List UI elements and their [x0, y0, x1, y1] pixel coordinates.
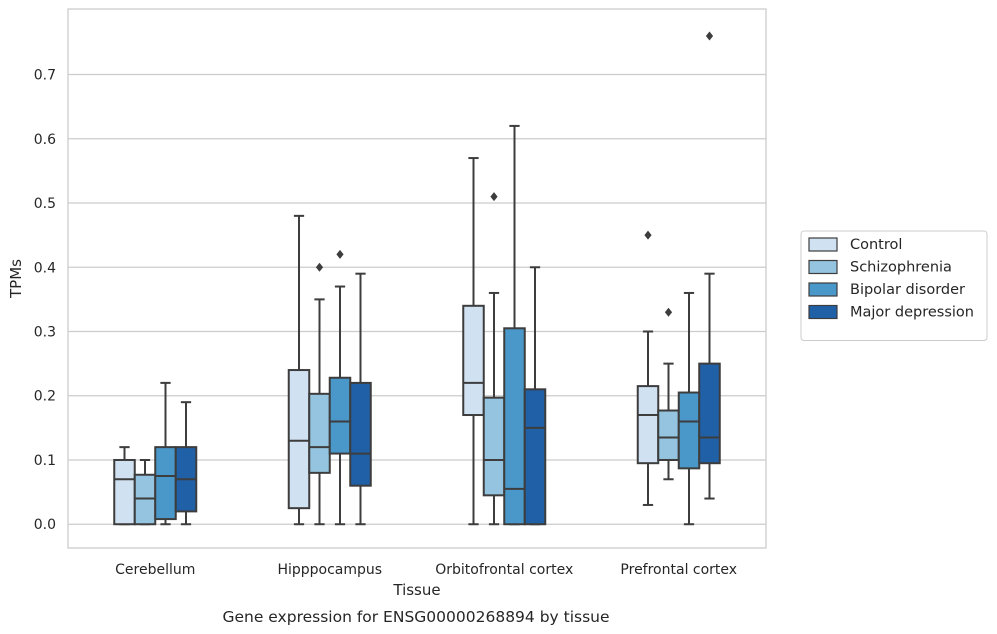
box — [636, 230, 660, 506]
x-tick-label: Prefrontal cortex — [620, 562, 737, 578]
x-tick-label: Cerebellum — [115, 562, 195, 578]
box — [503, 124, 526, 526]
box-body — [523, 388, 547, 526]
y-tick-label: 0.1 — [34, 453, 56, 469]
y-tick-labels: 0.0 0.1 0.2 0.3 0.4 0.5 0.6 0.7 — [34, 68, 56, 534]
outlier-point — [664, 307, 673, 317]
y-tick-label: 0.4 — [34, 260, 56, 276]
outlier-point — [336, 249, 344, 259]
box-body — [154, 446, 177, 521]
box — [349, 272, 372, 526]
box-body — [677, 391, 701, 470]
box-body — [287, 369, 311, 510]
y-tick-label: 0.0 — [34, 517, 56, 533]
box — [523, 266, 547, 526]
legend-label: Schizophrenia — [850, 260, 952, 276]
legend-swatch — [808, 282, 838, 297]
box-body — [503, 327, 526, 526]
y-tick-label: 0.2 — [34, 389, 56, 405]
box — [698, 31, 721, 500]
box-layer — [113, 31, 721, 526]
y-tick-label: 0.7 — [34, 68, 56, 84]
box-body — [482, 396, 506, 497]
legend-frame — [800, 230, 988, 341]
box-body — [349, 381, 372, 487]
box — [154, 381, 177, 526]
box-body — [328, 376, 352, 455]
box — [657, 307, 680, 481]
box — [328, 249, 352, 526]
box-body — [308, 392, 331, 474]
box — [462, 157, 485, 526]
y-tick-label: 0.5 — [34, 196, 56, 212]
box-body — [113, 458, 136, 526]
box — [174, 401, 198, 526]
box — [113, 446, 136, 526]
box — [287, 214, 311, 526]
y-tick-label: 0.3 — [34, 325, 56, 341]
legend-swatch — [808, 259, 838, 275]
figure-caption: Gene expression for ENSG00000268894 by t… — [222, 608, 609, 626]
y-axis-label: TPMs — [7, 259, 25, 299]
x-axis-label: Tissue — [392, 581, 440, 599]
legend-label: Control — [850, 237, 902, 253]
outlier-point — [315, 262, 324, 272]
outlier-point — [490, 192, 498, 202]
x-tick-label: Orbitofrontal cortex — [435, 562, 573, 578]
plot-frame — [67, 8, 767, 549]
x-tick-label: Hipppocampus — [277, 562, 382, 578]
legend-label: Major depression — [850, 305, 974, 321]
legend-swatch — [808, 304, 838, 320]
box — [677, 291, 701, 526]
box — [482, 192, 506, 526]
box — [308, 262, 331, 526]
box-body — [698, 362, 721, 465]
box-body — [657, 409, 680, 461]
box — [133, 458, 157, 526]
legend-swatch — [808, 237, 838, 252]
outlier-point — [705, 31, 714, 41]
outlier-point — [644, 230, 652, 240]
box-body — [462, 304, 485, 417]
legend: Control Schizophrenia Bipolar disorder Majo… — [800, 230, 988, 341]
legend-label: Bipolar disorder — [850, 282, 965, 298]
x-tick-labels: Cerebellum Hipppocampus Orbitofrontal cort… — [115, 562, 737, 578]
box-body — [636, 385, 660, 465]
y-tick-label: 0.6 — [34, 132, 56, 148]
